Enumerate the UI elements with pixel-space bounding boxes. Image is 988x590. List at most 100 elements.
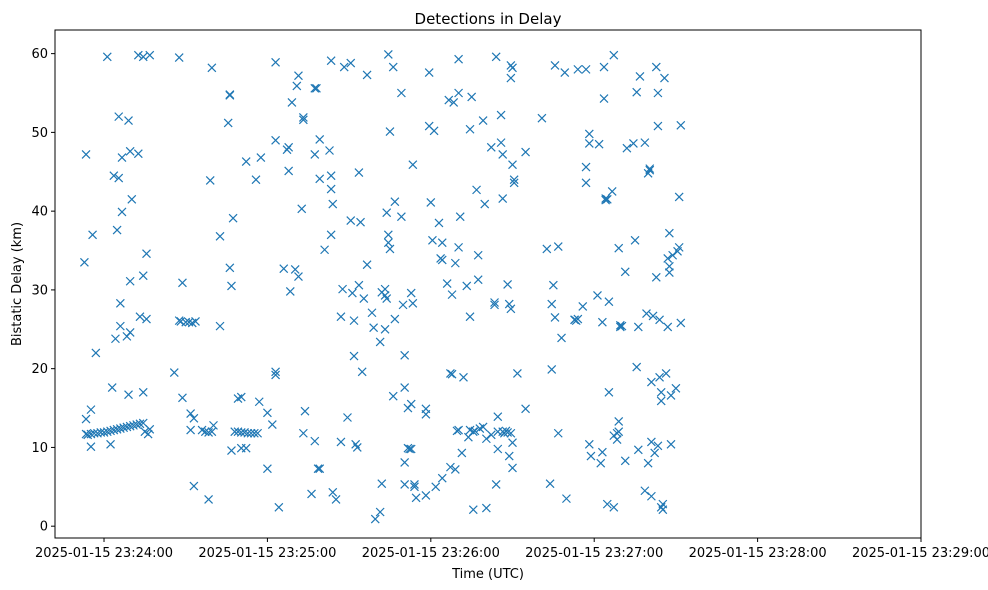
data-point <box>674 242 684 252</box>
data-point <box>313 464 323 474</box>
data-point <box>380 324 390 334</box>
data-point <box>632 362 642 372</box>
data-point <box>573 314 583 324</box>
y-tick-label: 40 <box>31 205 48 220</box>
data-point <box>112 225 122 235</box>
data-point <box>125 146 135 156</box>
data-point <box>496 138 506 148</box>
data-point <box>107 383 117 392</box>
data-point <box>400 480 410 489</box>
data-point <box>254 397 264 407</box>
data-point <box>106 439 115 449</box>
data-point <box>406 288 416 298</box>
data-point <box>421 491 431 500</box>
data-point <box>138 52 148 62</box>
data-point <box>117 153 127 163</box>
data-point <box>114 112 124 122</box>
data-point <box>357 367 367 377</box>
data-point <box>129 420 138 430</box>
data-point <box>86 442 96 452</box>
data-point <box>426 198 436 207</box>
data-point <box>246 428 256 438</box>
data-point <box>225 263 235 273</box>
plot-frame <box>54 29 922 539</box>
data-point <box>99 428 109 437</box>
data-point <box>445 462 455 472</box>
data-point <box>189 481 199 491</box>
data-point <box>442 279 452 289</box>
data-point <box>115 321 125 331</box>
data-point <box>573 64 583 74</box>
data-point <box>326 230 336 240</box>
data-point <box>405 444 414 454</box>
data-point <box>655 315 664 325</box>
data-point <box>449 98 459 107</box>
data-point <box>550 313 560 322</box>
data-point <box>604 297 614 307</box>
data-point <box>581 178 591 188</box>
data-point <box>390 314 400 324</box>
data-point <box>369 323 379 333</box>
data-point <box>298 428 308 438</box>
data-point <box>207 63 217 73</box>
data-point <box>279 264 289 274</box>
data-point <box>287 98 297 107</box>
data-point <box>383 238 393 248</box>
data-point <box>547 365 557 374</box>
data-point <box>326 184 336 194</box>
data-point <box>646 491 656 501</box>
data-point <box>655 372 664 382</box>
data-point <box>315 174 325 184</box>
data-point <box>124 390 133 400</box>
x-axis-label: Time (UTC) <box>451 567 524 582</box>
data-point <box>465 312 475 322</box>
data-point <box>285 287 295 296</box>
data-point <box>145 50 155 60</box>
data-point <box>459 372 468 382</box>
data-point <box>450 465 460 474</box>
data-point <box>189 413 199 423</box>
data-point <box>251 175 261 185</box>
data-point <box>547 299 557 309</box>
data-point <box>581 64 591 74</box>
data-point <box>284 166 294 176</box>
data-point <box>390 197 400 207</box>
data-point <box>169 368 179 378</box>
data-point <box>127 194 137 204</box>
data-point <box>138 271 148 281</box>
data-point <box>178 278 187 288</box>
data-point <box>359 294 369 303</box>
data-point <box>174 53 184 62</box>
data-point <box>503 428 513 437</box>
data-point <box>481 503 491 513</box>
data-point <box>614 243 624 253</box>
x-tick-label: 2025-01-15 23:26:00 <box>362 546 500 561</box>
data-point <box>343 413 352 422</box>
data-point <box>310 83 320 93</box>
data-point <box>186 425 196 435</box>
data-point <box>490 300 499 310</box>
data-point <box>142 314 151 324</box>
data-point <box>411 493 421 503</box>
data-point <box>294 272 303 281</box>
data-point <box>349 351 359 361</box>
data-point <box>310 436 320 446</box>
data-point <box>200 427 210 437</box>
data-point <box>135 419 145 429</box>
data-point <box>398 300 408 310</box>
data-point <box>297 204 307 214</box>
data-point <box>145 424 155 434</box>
data-point <box>509 175 519 185</box>
y-axis-ticks: 0 10 20 30 40 50 60 <box>31 47 55 535</box>
data-point <box>545 479 555 489</box>
data-point <box>133 50 143 60</box>
data-point <box>473 250 483 260</box>
y-tick-label: 10 <box>31 441 48 456</box>
data-point <box>498 150 508 159</box>
y-tick-label: 0 <box>40 520 48 535</box>
data-point <box>648 311 658 321</box>
data-point <box>115 424 125 433</box>
data-point <box>142 249 151 259</box>
data-point <box>472 185 481 195</box>
data-point <box>602 194 612 204</box>
